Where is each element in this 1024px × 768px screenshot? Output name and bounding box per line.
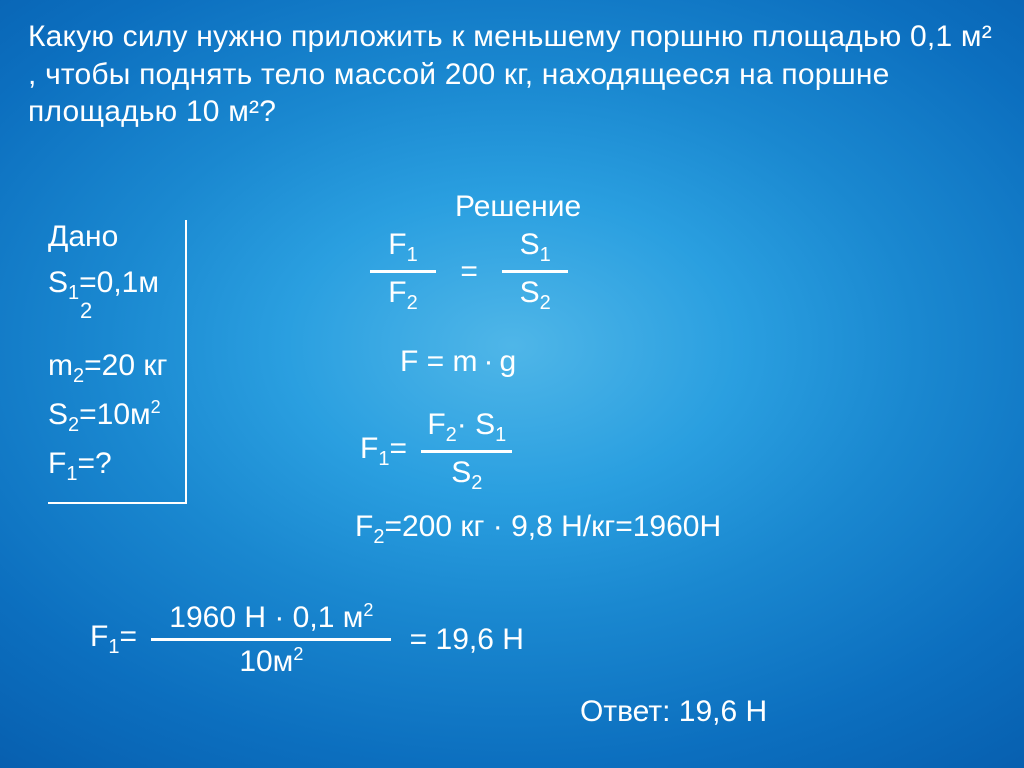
solution-label: Решение xyxy=(455,190,581,224)
given-box: Дано S1=0,1м 2 m2=20 кг S2=10м2 F1=? xyxy=(48,220,187,504)
answer-label: Ответ: xyxy=(580,695,670,728)
given-s1: S1=0,1м 2 xyxy=(48,260,167,309)
equation-f1-calc: F1= 1960 Н · 0,1 м2 10м2 = 19,6 Н xyxy=(90,600,524,679)
problem-text: Какую силу нужно приложить к меньшему по… xyxy=(28,18,996,131)
equation-f1-expr: F1= F2· S1 S2 xyxy=(360,408,512,495)
equation-ratio: F1 F2 = S1 S2 xyxy=(370,228,568,315)
given-s2: S2=10м2 xyxy=(48,392,167,441)
given-label: Дано xyxy=(48,220,167,254)
answer-value: 19,6 Н xyxy=(679,695,767,728)
equation-force-mass: F = m·g xyxy=(400,345,516,379)
answer: Ответ: 19,6 Н xyxy=(580,695,767,729)
equation-f2-calc: F2=200 кг · 9,8 Н/кг=1960Н xyxy=(355,510,721,549)
physics-slide: Какую силу нужно приложить к меньшему по… xyxy=(0,0,1024,768)
given-m2: m2=20 кг xyxy=(48,343,167,392)
given-f1: F1=? xyxy=(48,441,167,490)
